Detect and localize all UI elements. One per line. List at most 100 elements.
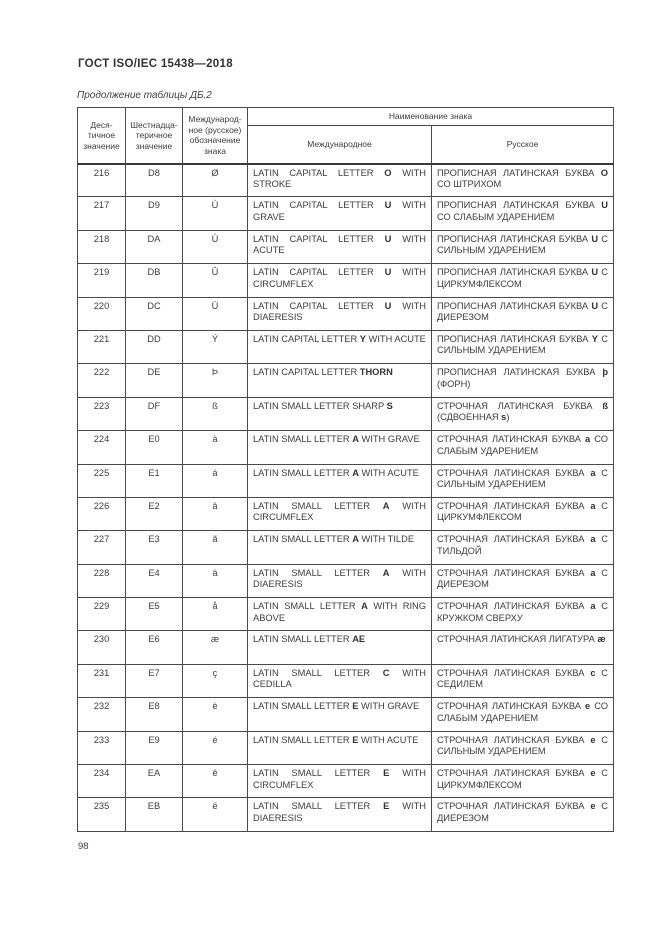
- text-segment: LATIN SMALL LETTER: [253, 768, 384, 779]
- bold-letter-segment: ß: [602, 400, 608, 411]
- column-header-name-group: Наименование знака: [247, 107, 614, 126]
- text-segment: WITH ACUTE: [358, 734, 419, 745]
- glyph-designation-cell: è: [182, 697, 248, 732]
- decimal-value-cell: 218: [77, 229, 126, 265]
- text-segment: LATIN SMALL LETTER: [253, 500, 383, 511]
- russian-name-cell: СТРОЧНАЯ ЛАТИНСКАЯ БУКВА a С КРУЖКОМ СВЕ…: [431, 597, 614, 632]
- table-row: 234 EA ê LATIN SMALL LETTER E WITH CIRCUMFL…: [77, 764, 614, 799]
- bold-letter-segment: e: [590, 768, 596, 779]
- text-segment: WITH ACUTE: [365, 333, 426, 344]
- text-segment: WITH GRAVE: [253, 200, 427, 222]
- text-segment: WITH GRAVE: [358, 701, 420, 712]
- table-row: 233 E9 é LATIN SMALL LETTER E WITH ACUTE СТР…: [77, 730, 614, 766]
- hex-value-cell: DA: [125, 229, 183, 265]
- bold-letter-segment: A: [382, 500, 390, 511]
- text-segment: WITH DIAERESIS: [253, 801, 426, 823]
- international-name-cell: LATIN SMALL LETTER A WITH TILDE: [247, 530, 432, 565]
- text-segment: С ЦИРКУМФЛЕКСОМ: [437, 768, 608, 790]
- bold-letter-segment: U: [601, 200, 608, 211]
- text-segment: С СИЛЬНЫМ УДАРЕНИЕМ: [437, 467, 608, 490]
- bold-letter-segment: C: [382, 667, 390, 678]
- text-segment: ПРОПИСНАЯ ЛАТИНСКАЯ БУКВА: [437, 300, 592, 311]
- text-segment: СО СЛАБЫМ УДАРЕНИЕМ: [437, 211, 555, 222]
- international-name-cell: LATIN SMALL LETTER A WITH CIRCUMFLEX: [247, 496, 432, 532]
- text-segment: LATIN SMALL LETTER: [253, 701, 353, 712]
- decimal-value-cell: 220: [77, 296, 126, 331]
- text-segment: LATIN SMALL LETTER: [253, 601, 362, 612]
- text-segment: ПРОПИСНАЯ ЛАТИНСКАЯ БУКВА: [437, 167, 601, 178]
- text-segment: С СЕДИЛЕМ: [437, 667, 608, 690]
- decimal-value-cell: 232: [77, 697, 126, 732]
- russian-name-cell: ПРОПИСНАЯ ЛАТИНСКАЯ БУКВА U С СИЛЬНЫМ УД…: [431, 229, 614, 265]
- text-segment: WITH DIAERESIS: [253, 567, 426, 590]
- bold-letter-segment: THORN: [359, 367, 393, 378]
- bold-letter-segment: a: [590, 467, 596, 478]
- table-continuation-caption: Продолжение таблицы ДБ.2: [77, 90, 212, 101]
- text-segment: WITH STROKE: [253, 167, 426, 190]
- text-segment: С СИЛЬНЫМ УДАРЕНИЕМ: [437, 333, 608, 356]
- bold-letter-segment: e: [590, 801, 596, 812]
- text-segment: LATIN SMALL LETTER: [253, 534, 353, 545]
- table-row: 222 DE Þ LATIN CAPITAL LETTER THORN ПРОПИСНА…: [77, 363, 614, 398]
- international-name-cell: LATIN SMALL LETTER C WITH CEDILLA: [247, 663, 432, 699]
- hex-value-cell: E1: [125, 463, 183, 498]
- bold-letter-segment: AE: [352, 634, 366, 645]
- decimal-value-cell: 224: [77, 430, 126, 465]
- russian-name-cell: СТРОЧНАЯ ЛАТИНСКАЯ ЛИГАТУРА æ: [431, 630, 614, 665]
- table-row: 230 E6 æ LATIN SMALL LETTER AE СТРОЧНАЯ ЛАТИ…: [77, 630, 614, 665]
- text-segment: WITH ACUTE: [253, 233, 427, 256]
- text-segment: WITH RING ABOVE: [253, 601, 426, 623]
- bold-letter-segment: A: [352, 434, 359, 445]
- decimal-value-cell: 219: [77, 263, 126, 298]
- decimal-value-cell: 226: [77, 496, 126, 532]
- hex-value-cell: EA: [125, 764, 183, 799]
- hex-value-cell: E8: [125, 697, 183, 732]
- russian-name-cell: ПРОПИСНАЯ ЛАТИНСКАЯ БУКВА O СО ШТРИХОМ: [431, 162, 614, 198]
- decimal-value-cell: 227: [77, 530, 126, 565]
- text-segment: WITH CIRCUMFLEX: [253, 768, 426, 790]
- bold-letter-segment: U: [591, 300, 599, 311]
- decimal-value-cell: 231: [77, 663, 126, 699]
- bold-letter-segment: a: [590, 567, 596, 578]
- text-segment: ПРОПИСНАЯ ЛАТИНСКАЯ БУКВА: [437, 367, 603, 378]
- column-header-designation: Международ- ное (русское) обозначение зн…: [182, 107, 248, 165]
- international-name-cell: LATIN SMALL LETTER A WITH GRAVE: [247, 430, 432, 465]
- table-row: 225 E1 á LATIN SMALL LETTER A WITH ACUTE СТР…: [77, 463, 614, 498]
- bold-letter-segment: c: [590, 667, 596, 678]
- international-name-cell: LATIN CAPITAL LETTER O WITH STROKE: [247, 162, 432, 198]
- text-segment: WITH ACUTE: [358, 467, 419, 478]
- glyph-designation-cell: á: [182, 463, 248, 498]
- international-name-cell: LATIN CAPITAL LETTER U WITH CIRCUMFLEX: [247, 263, 432, 298]
- russian-name-cell: ПРОПИСНАЯ ЛАТИНСКАЯ БУКВА U С ДИЕРЕЗОМ: [431, 296, 614, 331]
- international-name-cell: LATIN SMALL LETTER A WITH ACUTE: [247, 463, 432, 498]
- bold-letter-segment: A: [352, 534, 359, 545]
- bold-letter-segment: O: [600, 167, 608, 178]
- bold-letter-segment: E: [383, 768, 390, 779]
- text-segment: LATIN SMALL LETTER: [253, 667, 383, 678]
- text-segment: СТРОЧНАЯ ЛАТИНСКАЯ БУКВА: [437, 768, 591, 779]
- text-segment: WITH GRAVE: [358, 434, 420, 445]
- table-row: 223 DF ß LATIN SMALL LETTER SHARP S СТРОЧНАЯ…: [77, 396, 614, 432]
- bold-letter-segment: U: [384, 233, 392, 244]
- character-code-table: Деся- тичное значение Шестнадца- терично…: [77, 107, 614, 832]
- text-segment: СТРОЧНАЯ ЛАТИНСКАЯ БУКВА: [437, 467, 591, 478]
- text-segment: СО СЛАБЫМ УДАРЕНИЕМ: [437, 434, 608, 456]
- column-header-russian-name: Русское: [431, 125, 614, 165]
- glyph-designation-cell: ç: [182, 663, 248, 699]
- international-name-cell: LATIN SMALL LETTER E WITH GRAVE: [247, 697, 432, 732]
- bold-letter-segment: O: [384, 167, 392, 178]
- hex-value-cell: E3: [125, 530, 183, 565]
- bold-letter-segment: U: [384, 267, 392, 278]
- text-segment: СТРОЧНАЯ ЛАТИНСКАЯ ЛИГАТУРА: [437, 634, 598, 645]
- column-header-decimal-value: Деся- тичное значение: [77, 107, 126, 165]
- text-segment: LATIN SMALL LETTER: [253, 467, 353, 478]
- text-segment: LATIN CAPITAL LETTER: [253, 233, 385, 244]
- hex-value-cell: E5: [125, 597, 183, 632]
- glyph-designation-cell: â: [182, 496, 248, 532]
- decimal-value-cell: 230: [77, 630, 126, 665]
- russian-name-cell: СТРОЧНАЯ ЛАТИНСКАЯ БУКВА a С СИЛЬНЫМ УДА…: [431, 463, 614, 498]
- hex-value-cell: E2: [125, 496, 183, 532]
- table-row: 219 DB Û LATIN CAPITAL LETTER U WITH CIRCUM…: [77, 263, 614, 298]
- text-segment: LATIN CAPITAL LETTER: [253, 333, 360, 344]
- international-name-cell: LATIN CAPITAL LETTER THORN: [247, 363, 432, 398]
